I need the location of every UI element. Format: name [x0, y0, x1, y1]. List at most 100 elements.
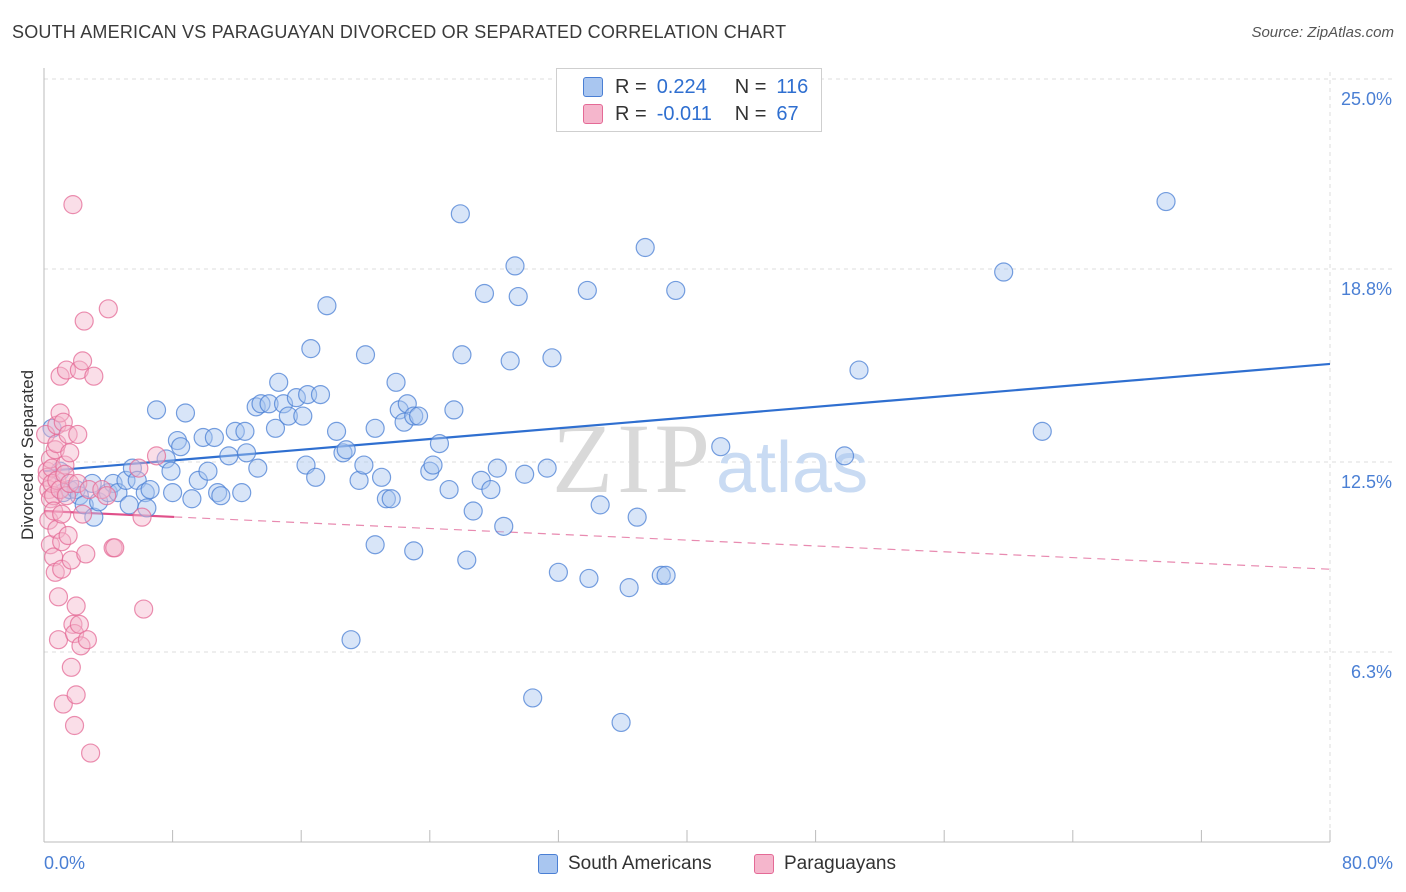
legend-row-south-americans: R = 0.224 N = 116 — [583, 74, 808, 100]
south-american-point — [355, 345, 376, 365]
data-points — [36, 191, 1176, 763]
south-american-point — [515, 464, 535, 484]
south-american-point — [381, 489, 401, 509]
south-american-point — [849, 360, 869, 380]
south-american-point — [211, 486, 231, 506]
south-american-point — [404, 541, 424, 561]
south-american-point — [711, 437, 731, 457]
south-american-point — [198, 461, 218, 481]
legend-n-value: 67 — [776, 102, 799, 125]
watermark-atlas: atlas — [716, 428, 868, 508]
south-american-point — [265, 418, 286, 438]
south-american-point — [408, 406, 429, 426]
south-american-point — [463, 501, 483, 521]
south-american-point — [137, 498, 157, 518]
south-american-point — [635, 237, 655, 258]
legend-r-value: -0.011 — [656, 102, 712, 125]
paraguayan-point — [72, 504, 93, 524]
south-american-point — [306, 467, 326, 487]
south-american-point — [163, 483, 183, 503]
south-american-point — [341, 630, 361, 650]
trend-lines — [43, 362, 1331, 570]
watermark-zip: ZIP — [552, 403, 714, 514]
paraguayan-point — [53, 412, 73, 432]
south-american-point — [171, 437, 191, 457]
south-american-point — [193, 427, 213, 448]
paraguayan-point — [56, 486, 77, 506]
bottom-legend-swatch-blue — [538, 854, 558, 874]
legend-n-value: 116 — [776, 75, 809, 98]
paraguayan-point — [45, 440, 65, 460]
paraguayan-point — [84, 366, 104, 386]
south-american-point — [481, 479, 501, 500]
south-american-point — [494, 516, 514, 536]
legend-row-paraguayans: R = -0.011 N = 67 — [583, 101, 799, 127]
south-american-point — [208, 483, 228, 503]
south-american-point — [627, 507, 647, 527]
paraguayan-point — [98, 299, 118, 319]
south-american-point — [219, 446, 239, 466]
series-paraguayans — [36, 195, 167, 763]
south-american-point — [577, 280, 597, 301]
south-american-point — [204, 427, 224, 448]
south-american-point — [182, 489, 202, 509]
south-american-point — [232, 483, 252, 503]
bottom-legend-south-americans: South Americans — [538, 851, 712, 877]
paraguayan-point — [81, 743, 101, 763]
south-american-point — [487, 458, 507, 478]
south-american-point — [656, 565, 676, 585]
south-american-point — [500, 351, 520, 371]
south-american-point — [286, 388, 306, 408]
bottom-legend-label: Paraguayans — [784, 853, 896, 874]
paraguayan-point — [69, 614, 89, 634]
south-american-point — [423, 455, 443, 475]
south-american-point — [326, 421, 347, 441]
south-american-point — [122, 458, 143, 478]
grid — [44, 72, 1392, 840]
paraguayan-point — [77, 630, 98, 650]
legend-n-label: N = — [734, 75, 767, 98]
paraguayan-point — [66, 596, 86, 616]
paraguayan-point — [129, 458, 149, 478]
south-american-point — [116, 470, 136, 490]
bottom-legend-swatch-pink — [754, 854, 774, 874]
legend-n-label: N = — [734, 102, 767, 125]
paraguayan-point — [63, 195, 83, 215]
south-american-point — [523, 688, 543, 708]
legend-swatch-pink — [583, 104, 603, 124]
south-american-point — [225, 421, 245, 441]
paraguayan-point — [134, 599, 154, 619]
paraguayan-point — [105, 538, 125, 558]
south-american-point — [365, 418, 385, 438]
legend-r-label: R = — [615, 102, 647, 125]
series-south-americans — [42, 191, 1176, 733]
y-axis-label: Divorced or Separated — [18, 370, 37, 540]
south-american-point — [235, 421, 255, 441]
south-american-point — [394, 412, 414, 432]
south-american-point — [590, 495, 610, 515]
paraguayans-trend-line-solid — [43, 509, 175, 519]
south-american-point — [336, 440, 356, 460]
paraguayan-point — [48, 587, 69, 607]
paraguayan-point — [68, 424, 88, 445]
south-american-point — [397, 394, 417, 414]
south-american-point — [146, 400, 167, 420]
south-american-point — [161, 461, 181, 481]
south-american-point — [140, 479, 160, 500]
south-american-point — [248, 458, 268, 478]
paraguayan-point — [60, 443, 80, 463]
south-americans-trend-line — [43, 362, 1331, 473]
south-american-point — [537, 458, 557, 478]
south-american-point — [371, 467, 392, 487]
source-label: Source: ZipAtlas.com — [1251, 24, 1394, 41]
south-american-point — [457, 550, 477, 570]
correlation-legend: R = 0.224 N = 116 R = -0.011 N = 67 — [556, 68, 822, 132]
paraguayan-point — [48, 630, 69, 650]
paraguayan-point — [52, 504, 72, 524]
south-american-point — [386, 372, 406, 392]
y-tick-label: 6.3% — [1351, 662, 1392, 682]
x-tick-label: 80.0% — [1342, 853, 1393, 873]
south-american-point — [293, 406, 313, 426]
paraguayan-point — [132, 507, 152, 527]
